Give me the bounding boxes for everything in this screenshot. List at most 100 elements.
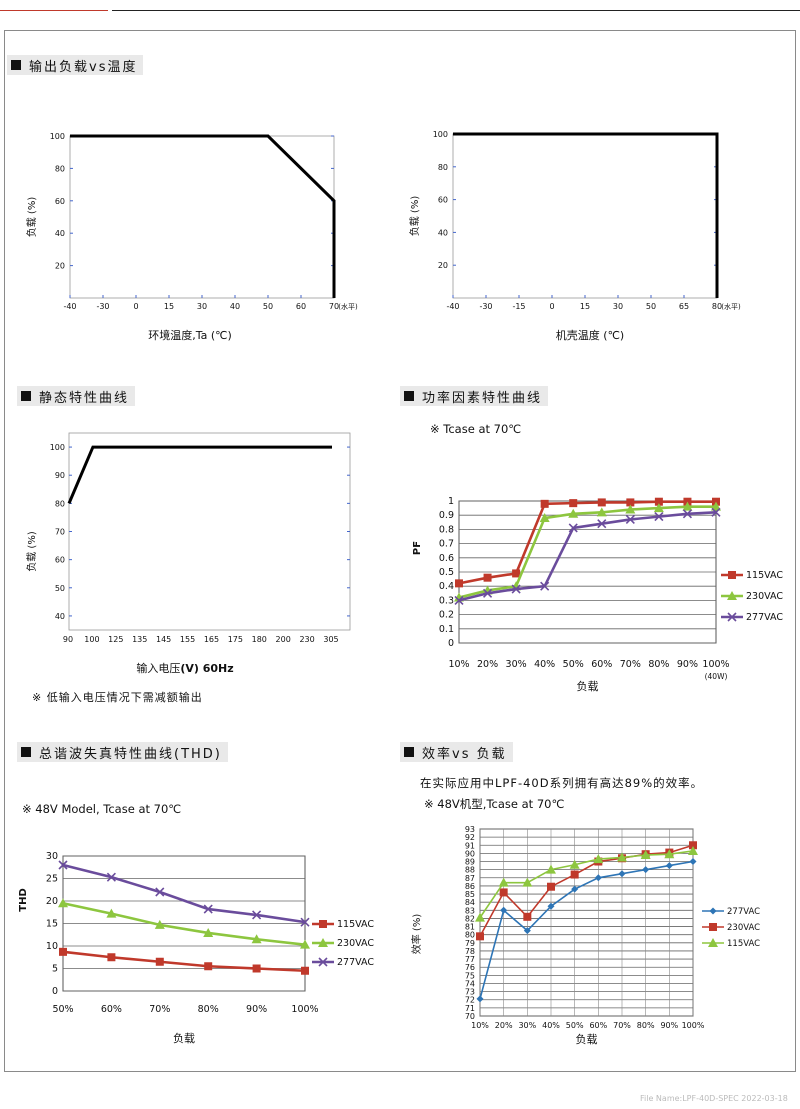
thd-y-tick-label: 20 xyxy=(46,896,58,907)
pf-x-axis-note: (40W) xyxy=(705,672,728,681)
pf-legend-label: 115VAC xyxy=(746,570,783,581)
derating_case-x-tick-label: -15 xyxy=(512,302,525,311)
page-frame xyxy=(4,30,796,1072)
pf-point xyxy=(539,513,550,523)
pf-point xyxy=(711,501,721,511)
efficiency-x-tick-label: 80% xyxy=(637,1021,655,1030)
static-x-tick-label: 175 xyxy=(228,635,243,644)
thd-point-stroke xyxy=(300,917,310,927)
static-y-axis-label: 负载 (%) xyxy=(25,531,38,572)
thd-point xyxy=(59,947,67,956)
thd-x-tick-label: 80% xyxy=(198,1004,219,1015)
pf-point xyxy=(455,579,463,588)
static-x-axis-label-text: 输入电压 xyxy=(136,661,180,675)
section-header-efficiency: 效率vs 负载 xyxy=(400,742,513,762)
thd-point-stroke xyxy=(252,910,262,920)
pf-point xyxy=(597,519,607,529)
efficiency-point xyxy=(688,845,698,855)
thd-y-axis-label: THD xyxy=(18,888,29,912)
derating_case-y-tick-label: 60 xyxy=(438,196,448,205)
derating_ambient-curve xyxy=(70,134,336,298)
efficiency-y-tick-label: 76 xyxy=(465,963,475,972)
pf-point xyxy=(597,498,606,507)
square-bullet-icon xyxy=(21,747,31,757)
static-x-axis-label: 输入电压(V) 60Hz xyxy=(136,661,233,675)
pf-legend-marker xyxy=(727,591,737,600)
pf-point xyxy=(653,503,664,513)
efficiency-point xyxy=(618,870,626,878)
efficiency-point xyxy=(689,841,697,850)
derating_ambient-x-tick-label: 40 xyxy=(230,302,240,311)
pf-y-tick-label: 0.5 xyxy=(439,567,454,578)
thd-series-line xyxy=(62,863,306,924)
efficiency-x-tick-label: 90% xyxy=(660,1021,678,1030)
efficiency-y-tick-label: 88 xyxy=(465,866,475,875)
pf-point-stroke xyxy=(540,581,550,591)
efficiency-point xyxy=(499,888,508,897)
derating_case-y-tick-label: 80 xyxy=(438,163,448,172)
square-bullet-icon xyxy=(11,60,21,70)
efficiency-x-tick-label: 40% xyxy=(542,1021,560,1030)
efficiency-y-tick-label: 87 xyxy=(465,874,475,883)
pf-point-stroke xyxy=(454,595,464,605)
static-x-tick-label: 125 xyxy=(108,635,123,644)
section-header-static: 静态特性曲线 xyxy=(17,386,136,406)
pf-point-stroke xyxy=(482,588,493,598)
efficiency-plot-frame xyxy=(479,828,694,1017)
pf-y-tick-label: 0.7 xyxy=(439,539,454,550)
derating_ambient-x-tick-label: 30 xyxy=(197,302,207,311)
derating_ambient-x-tick-label: -40 xyxy=(63,302,76,311)
efficiency-series-line xyxy=(479,850,694,919)
efficiency-y-tick-label: 83 xyxy=(465,906,475,915)
pf-point xyxy=(483,573,492,582)
static-x-tick-label: 135 xyxy=(132,635,147,644)
pf-point-stroke xyxy=(682,509,693,519)
thd-x-tick-label: 100% xyxy=(291,1004,318,1015)
thd-point xyxy=(203,927,214,937)
static-plot-frame xyxy=(68,432,351,631)
thd-point xyxy=(58,898,68,908)
efficiency-point xyxy=(500,906,508,914)
efficiency-x-tick-label: 20% xyxy=(495,1021,513,1030)
pf-x-tick-label: 70% xyxy=(620,659,641,670)
thd-point xyxy=(204,962,213,971)
efficiency-point xyxy=(523,912,532,921)
derating_ambient-y-axis-label: 负载 (%) xyxy=(25,197,38,238)
efficiency-legend-marker xyxy=(709,923,717,931)
section-title: 输出负载vs温度 xyxy=(29,59,138,75)
pf-y-tick-label: 1 xyxy=(448,496,454,507)
thd-point xyxy=(300,917,310,927)
static-y-tick-label: 40 xyxy=(55,612,65,621)
thd-point xyxy=(301,966,309,975)
derating_ambient-x-tick-label: 0 xyxy=(133,302,138,311)
efficiency-y-tick-label: 79 xyxy=(465,939,475,948)
thd-series-line xyxy=(62,950,306,973)
efficiency-y-tick-label: 72 xyxy=(465,996,475,1005)
derating_case-x-tick-label: 80 xyxy=(712,302,722,311)
derating_ambient-y-tick-label: 60 xyxy=(55,197,65,206)
thd-point xyxy=(155,887,165,897)
derating_case-y-tick-label: 100 xyxy=(433,130,448,139)
static-y-tick-label: 50 xyxy=(55,584,65,593)
pf-point xyxy=(454,595,464,605)
pf-y-tick-label: 0.9 xyxy=(439,510,454,521)
section-header-thd: 总谐波失真特性曲线(THD) xyxy=(17,742,228,762)
efficiency-series-line xyxy=(479,860,694,1000)
pf-y-tick-label: 0.8 xyxy=(439,524,454,535)
thd-point xyxy=(300,939,310,949)
static-x-axis-label-unit: (V) 60Hz xyxy=(180,662,233,675)
footer-filename: File Name:LPF-40D-SPEC 2022-03-18 xyxy=(640,1094,788,1103)
thd-legend-marker xyxy=(318,938,328,947)
thd-point-stroke xyxy=(203,904,213,914)
pf-x-tick-label: 50% xyxy=(563,659,584,670)
thd-x-tick-label: 50% xyxy=(52,1004,73,1015)
thd-y-tick-label: 10 xyxy=(46,941,58,952)
thd-y-tick-label: 25 xyxy=(46,874,58,885)
efficiency-point xyxy=(498,877,509,887)
static-x-tick-label: 155 xyxy=(180,635,195,644)
efficiency-x-tick-label: 100% xyxy=(682,1021,705,1030)
efficiency-condition-note: ※ 48V机型,Tcase at 70℃ xyxy=(424,797,565,811)
efficiency-point xyxy=(689,858,697,866)
static-y-tick-label: 80 xyxy=(55,499,65,508)
efficiency-y-tick-label: 75 xyxy=(465,971,475,980)
